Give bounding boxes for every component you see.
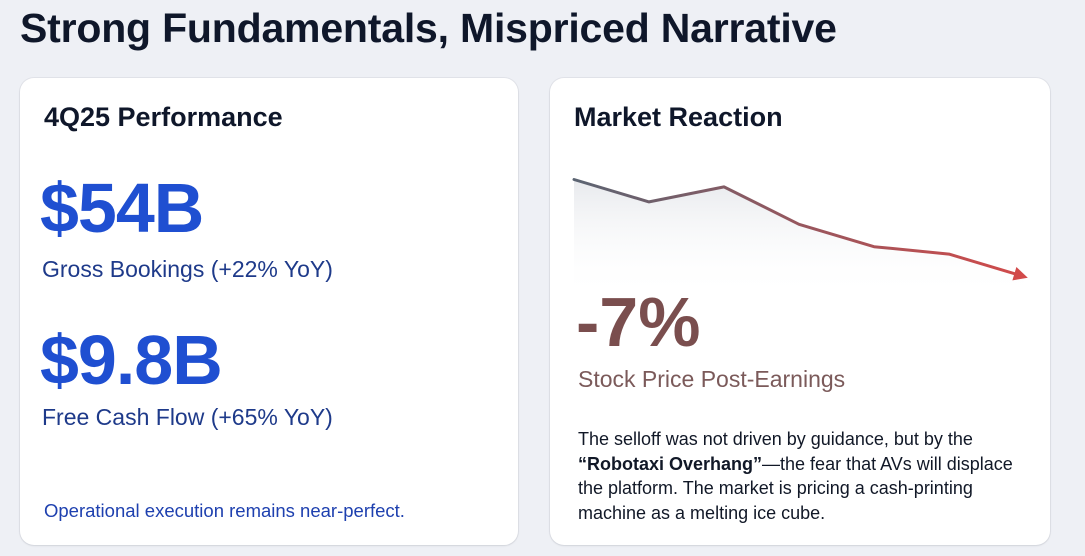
performance-card: 4Q25 Performance $54B Gross Bookings (+2…: [20, 78, 518, 545]
stock-change-label: Stock Price Post-Earnings: [578, 366, 846, 392]
selloff-explanation: The selloff was not driven by guidance, …: [578, 427, 1038, 525]
explanation-emphasis: “Robotaxi Overhang”: [578, 453, 763, 474]
market-reaction-card-title: Market Reaction: [574, 102, 783, 132]
gross-bookings-label: Gross Bookings (+22% YoY): [42, 256, 333, 282]
performance-footnote: Operational execution remains near-perfe…: [44, 500, 405, 521]
stock-price-chart: [572, 178, 1028, 298]
free-cash-flow-label: Free Cash Flow (+65% YoY): [42, 404, 333, 430]
stock-change-value: -7%: [576, 283, 701, 361]
gross-bookings-value: $54B: [40, 169, 204, 247]
page-title: Strong Fundamentals, Mispriced Narrative: [20, 5, 837, 51]
market-reaction-card: Market Reaction -7% Stock Price Post-Ear…: [550, 78, 1050, 545]
free-cash-flow-value: $9.8B: [40, 321, 223, 399]
trend-arrow-icon: [1012, 267, 1028, 281]
chart-series-line: [572, 178, 1026, 278]
performance-card-title: 4Q25 Performance: [44, 102, 283, 132]
explanation-text-2: —the fear that AVs will displace the pla…: [578, 453, 1013, 523]
explanation-text-1: The selloff was not driven by guidance, …: [578, 429, 973, 449]
chart-area-fill: [574, 179, 1024, 298]
